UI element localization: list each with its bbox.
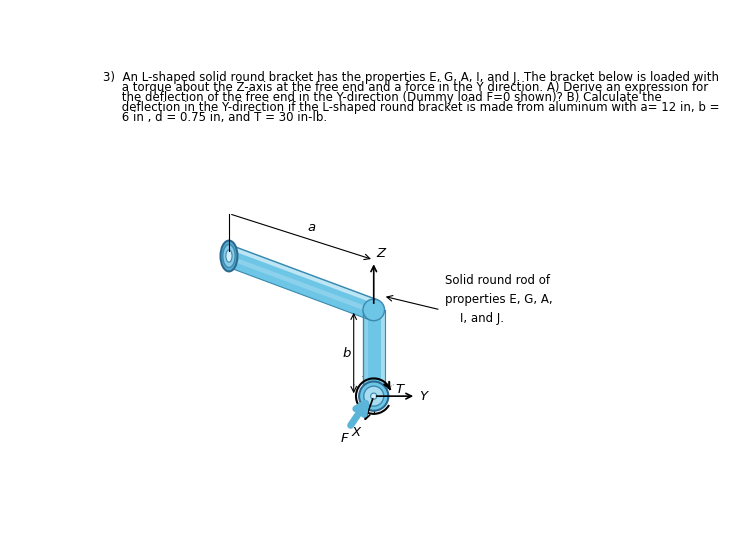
Polygon shape (231, 247, 377, 304)
Polygon shape (228, 255, 374, 313)
Text: X: X (352, 426, 361, 439)
Text: the deflection of the free end in the Y-direction (Dummy load F=0 shown)? B) Cal: the deflection of the free end in the Y-… (103, 91, 662, 104)
Text: deflection in the Y-direction if the L-shaped round bracket is made from aluminu: deflection in the Y-direction if the L-s… (103, 101, 720, 114)
Text: Y: Y (419, 390, 427, 403)
Text: Solid round rod of
properties E, G, A,
    I, and J.: Solid round rod of properties E, G, A, I… (445, 274, 552, 325)
Text: F: F (341, 433, 348, 446)
Text: 3)  An L-shaped solid round bracket has the properties E, G, A, I, and J. The br: 3) An L-shaped solid round bracket has t… (103, 71, 720, 84)
Circle shape (359, 382, 389, 411)
Circle shape (363, 299, 384, 321)
Text: a: a (307, 221, 316, 234)
Ellipse shape (226, 250, 232, 262)
Text: Z: Z (376, 247, 385, 260)
Text: T: T (395, 384, 403, 397)
Circle shape (364, 386, 384, 406)
Text: 6 in , d = 0.75 in, and T = 30 in-lb.: 6 in , d = 0.75 in, and T = 30 in-lb. (103, 111, 327, 124)
Polygon shape (225, 246, 378, 320)
Ellipse shape (223, 244, 235, 268)
Polygon shape (363, 310, 384, 396)
Polygon shape (363, 310, 367, 396)
Ellipse shape (220, 241, 237, 272)
Text: a torque about the Z-axis at the free end and a force in the Y direction. A) Der: a torque about the Z-axis at the free en… (103, 81, 709, 94)
Text: b: b (342, 346, 350, 359)
Circle shape (371, 393, 377, 399)
Polygon shape (381, 310, 384, 396)
